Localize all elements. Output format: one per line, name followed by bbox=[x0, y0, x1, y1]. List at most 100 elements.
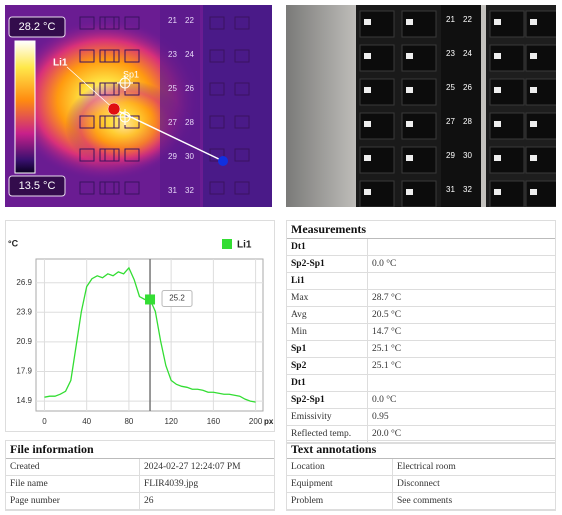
table-row: Page number 26 bbox=[6, 492, 274, 510]
scale-min: 13.5 °C bbox=[19, 180, 56, 192]
table-row: Dt1 bbox=[287, 239, 555, 256]
breaker-tag bbox=[406, 87, 413, 93]
y-tick-label: 20.9 bbox=[16, 337, 32, 346]
breaker-tag bbox=[364, 121, 371, 127]
row-label: Li1 bbox=[287, 272, 368, 290]
row-value: FLIR4039.jpg bbox=[139, 475, 274, 493]
breaker-outline bbox=[209, 115, 225, 129]
row-label: Location bbox=[287, 459, 393, 476]
breaker-tag bbox=[406, 53, 413, 59]
scale-max: 28.2 °C bbox=[19, 21, 56, 33]
breaker-number: 31 bbox=[446, 185, 455, 194]
row-value: 0.0 °C bbox=[367, 255, 555, 273]
breaker-number: 32 bbox=[463, 185, 472, 194]
breaker-number: 23 bbox=[446, 49, 455, 58]
x-tick-label: 40 bbox=[82, 417, 91, 426]
scale-max-box bbox=[8, 16, 66, 38]
breaker-tag bbox=[406, 189, 413, 195]
breaker-outline bbox=[234, 82, 250, 96]
breaker-tag bbox=[530, 155, 537, 161]
table-row: Sp1 25.1 °C bbox=[287, 340, 555, 358]
table-title: Text annotations bbox=[287, 441, 555, 459]
table-row: Equipment Disconnect bbox=[287, 475, 555, 493]
breaker-tag bbox=[494, 87, 501, 93]
breaker bbox=[489, 112, 525, 140]
row-value: See comments bbox=[392, 492, 555, 510]
right-panel bbox=[203, 5, 272, 207]
table-row: Sp2-Sp1 0.0 °C bbox=[287, 391, 555, 409]
spot-label: Sp1 bbox=[123, 69, 139, 79]
x-tick-label: 120 bbox=[164, 417, 178, 426]
y-tick-label: 26.9 bbox=[16, 278, 32, 287]
breaker-tag bbox=[364, 53, 371, 59]
breaker-tag bbox=[494, 53, 501, 59]
row-label: Avg bbox=[287, 306, 368, 324]
breaker-number: 28 bbox=[185, 118, 194, 127]
row-value bbox=[367, 374, 555, 392]
line-label: Li1 bbox=[53, 58, 68, 69]
table-row: Li1 bbox=[287, 272, 555, 290]
breaker-tag bbox=[494, 189, 501, 195]
row-label: File name bbox=[6, 475, 140, 493]
breaker-tag bbox=[494, 155, 501, 161]
table-row: Reflected temp. 20.0 °C bbox=[287, 425, 555, 443]
breaker-tag bbox=[364, 155, 371, 161]
measurements-table: Measurements Dt1 Sp2-Sp1 0.0 °C Li1 Max 28.7 °… bbox=[286, 220, 556, 444]
breaker-tag bbox=[530, 19, 537, 25]
breaker-number: 22 bbox=[463, 15, 472, 24]
table-row: Sp2 25.1 °C bbox=[287, 357, 555, 375]
table-row: Problem See comments bbox=[287, 492, 555, 510]
visual-photo: 21 22 23 24 25 26 27 28 29 30 31 32 bbox=[286, 5, 556, 207]
row-value: 0.0 °C bbox=[367, 391, 555, 409]
breaker-tag bbox=[364, 189, 371, 195]
row-label: Dt1 bbox=[287, 374, 368, 392]
line-profile-chart: 14.9 17.9 20.9 23.9 26.9 0 40 80 120 160 200 °C px Li… bbox=[5, 220, 275, 432]
breaker-number: 29 bbox=[446, 151, 455, 160]
breaker-number: 27 bbox=[168, 118, 177, 127]
x-tick-label: 160 bbox=[207, 417, 221, 426]
scale-min-box bbox=[8, 175, 66, 197]
breaker-tag bbox=[406, 155, 413, 161]
row-label: Dt1 bbox=[287, 239, 368, 256]
breaker-outline bbox=[104, 82, 120, 96]
breaker-number: 26 bbox=[463, 83, 472, 92]
breaker-tag bbox=[364, 19, 371, 25]
breaker bbox=[401, 44, 437, 72]
breaker-number: 23 bbox=[168, 50, 177, 59]
row-label: Problem bbox=[287, 492, 393, 510]
line-start bbox=[107, 102, 121, 116]
table-row: Emissivity 0.95 bbox=[287, 408, 555, 426]
row-value bbox=[367, 272, 555, 290]
breaker-tag bbox=[530, 87, 537, 93]
breaker-outline bbox=[124, 181, 140, 195]
breaker-outline bbox=[124, 148, 140, 162]
breaker-tag bbox=[530, 121, 537, 127]
row-value: 14.7 °C bbox=[367, 323, 555, 341]
row-label: Max bbox=[287, 289, 368, 307]
breaker-number: 29 bbox=[168, 152, 177, 161]
cursor-value: 25.2 bbox=[169, 294, 185, 303]
breaker-number: 30 bbox=[185, 152, 194, 161]
row-value: 25.1 °C bbox=[367, 357, 555, 375]
row-label: Emissivity bbox=[287, 408, 368, 426]
breaker-number: 24 bbox=[185, 50, 194, 59]
table-row: Max 28.7 °C bbox=[287, 289, 555, 307]
row-value: 28.7 °C bbox=[367, 289, 555, 307]
breaker-outline bbox=[234, 115, 250, 129]
table-title: Measurements bbox=[287, 221, 555, 239]
breaker-number: 26 bbox=[185, 84, 194, 93]
table-row: Location Electrical room bbox=[287, 459, 555, 476]
row-label: Created bbox=[6, 459, 140, 476]
table-row: Min 14.7 °C bbox=[287, 323, 555, 341]
breaker-outline bbox=[104, 49, 120, 63]
table-row: Dt1 bbox=[287, 374, 555, 392]
row-value: 20.5 °C bbox=[367, 306, 555, 324]
breaker-number: 28 bbox=[463, 117, 472, 126]
breaker-number: 24 bbox=[463, 49, 472, 58]
breaker-outline bbox=[79, 16, 95, 30]
row-label: Sp2 bbox=[287, 357, 368, 375]
breaker-number: 32 bbox=[185, 186, 194, 195]
legend-label: Li1 bbox=[237, 240, 252, 251]
y-tick-label: 23.9 bbox=[16, 307, 32, 316]
